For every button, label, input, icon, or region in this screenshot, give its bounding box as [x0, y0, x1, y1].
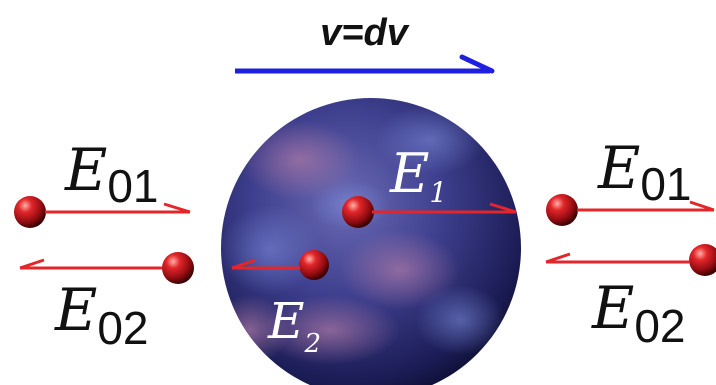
label-e02-left-letter: E: [54, 276, 97, 344]
label-e01-left: E01: [64, 136, 159, 212]
arrow-e02-right: [545, 252, 690, 264]
label-e01-left-letter: E: [64, 136, 107, 204]
label-e02-left: E02: [54, 276, 149, 354]
ball-e01-right: [546, 194, 578, 226]
ball-e2: [299, 250, 329, 280]
label-e01-right-subscript: 01: [640, 158, 691, 210]
arrow-e01-left: [45, 202, 191, 214]
arrow-e02-left: [19, 258, 162, 270]
arrow-e1: [372, 202, 517, 214]
label-e02-right-letter: E: [591, 274, 634, 342]
label-e01-right: E01: [597, 134, 692, 210]
label-e2-subscript: 2: [304, 329, 322, 359]
label-e1-letter: E: [389, 142, 429, 205]
label-e01-left-subscript: 01: [107, 160, 158, 212]
arrow-e2: [231, 258, 300, 270]
ball-e01-left: [14, 196, 46, 228]
velocity-label: v=dv: [320, 12, 410, 54]
velocity-arrow: [235, 54, 495, 74]
label-e2: E2: [267, 292, 321, 359]
label-e1: E1: [389, 142, 447, 209]
sphere: [221, 98, 521, 385]
label-e1-subscript: 1: [429, 176, 447, 209]
label-e02-right: E02: [591, 274, 686, 352]
label-e02-left-subscript: 02: [97, 302, 148, 354]
arrow-e01-right: [577, 200, 715, 212]
label-e01-right-letter: E: [597, 134, 640, 202]
label-e2-letter: E: [267, 292, 305, 350]
ball-e02-right: [689, 244, 716, 276]
ball-e1: [342, 196, 374, 228]
label-e02-right-subscript: 02: [634, 300, 685, 352]
ball-e02-left: [162, 252, 194, 284]
